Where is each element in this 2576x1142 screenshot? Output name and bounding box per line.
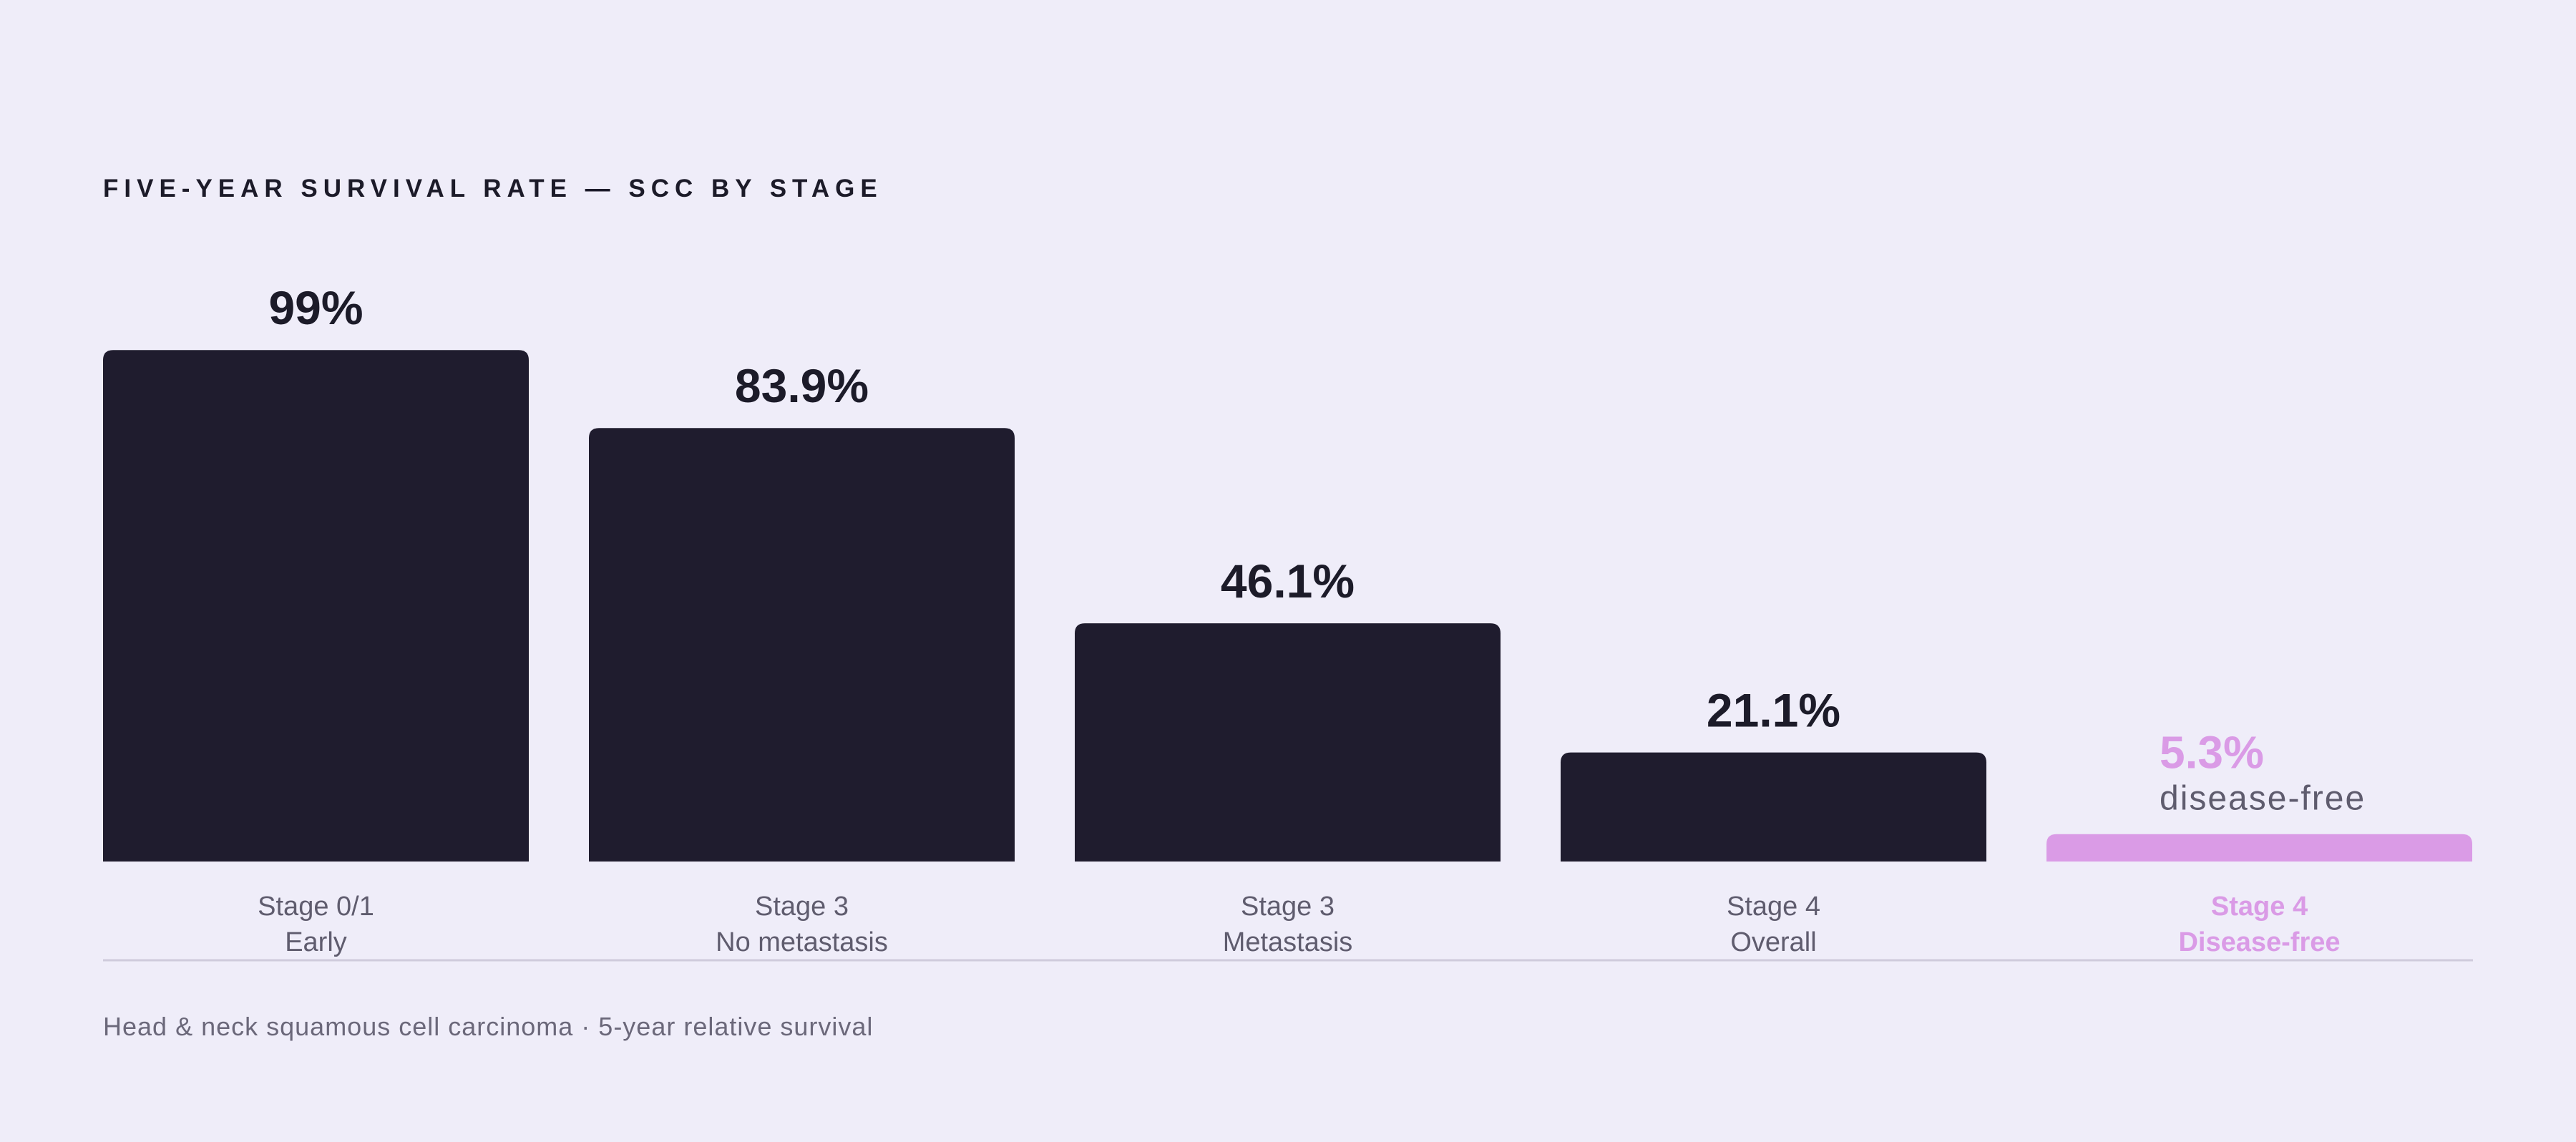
category-label-5-line-2: Disease-free	[2178, 927, 2340, 957]
value-label-4: 21.1%	[1707, 684, 1840, 737]
chart-title: FIVE-YEAR SURVIVAL RATE — SCC BY STAGE	[103, 175, 883, 202]
value-label-1: 99%	[268, 281, 363, 334]
category-label-5-line-1: Stage 4	[2211, 892, 2308, 922]
value-label-2: 83.9%	[735, 359, 869, 412]
category-label-3-line-2: Metastasis	[1223, 927, 1353, 957]
bar-4	[1561, 752, 1986, 862]
category-label-4-line-1: Stage 4	[1727, 892, 1820, 922]
bar-3	[1075, 623, 1501, 862]
category-label-1-line-1: Stage 0/1	[258, 892, 374, 922]
bar-1	[103, 350, 529, 862]
value-note: disease-free	[2160, 780, 2366, 818]
chart-footnote: Head & neck squamous cell carcinoma · 5-…	[103, 1012, 874, 1041]
bar-5	[2046, 834, 2472, 862]
category-label-2-line-2: No metastasis	[716, 927, 888, 957]
category-label-4-line-2: Overall	[1730, 927, 1816, 957]
category-label-1-line-2: Early	[285, 927, 347, 957]
bar-2	[589, 428, 1015, 862]
value-label-3: 46.1%	[1221, 555, 1355, 607]
category-label-3-line-1: Stage 3	[1241, 892, 1335, 922]
value-label-5: 5.3%	[2160, 727, 2264, 779]
category-label-2-line-1: Stage 3	[755, 892, 849, 922]
